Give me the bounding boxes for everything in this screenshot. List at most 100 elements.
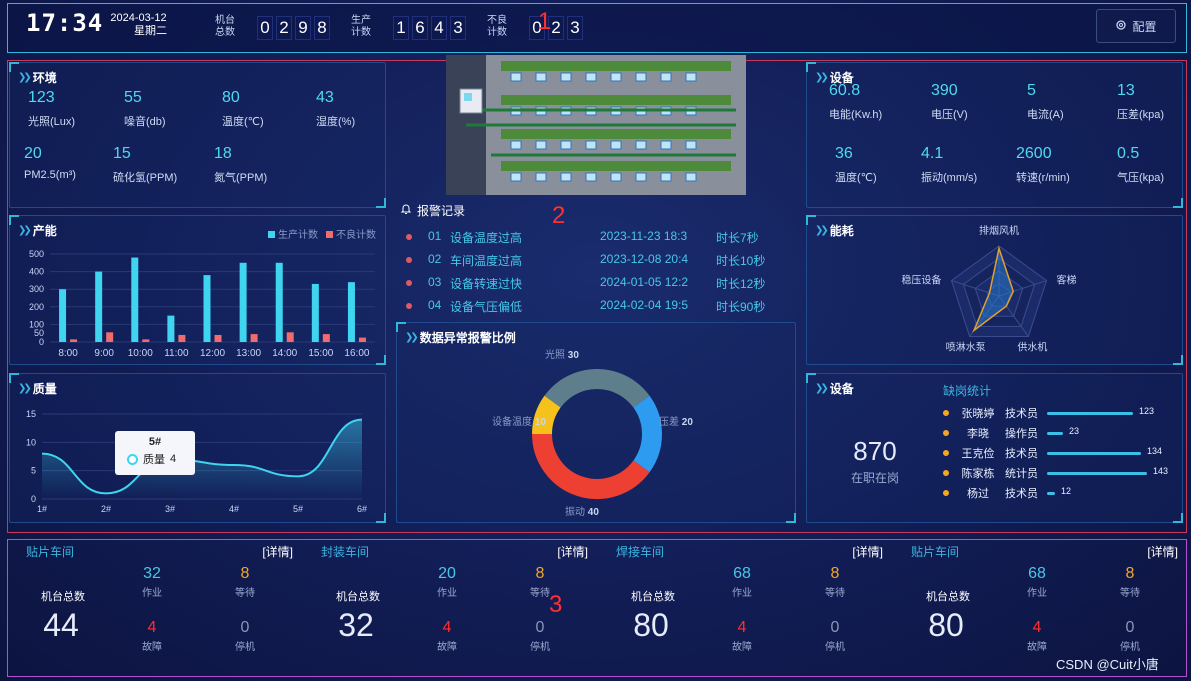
staff-row[interactable]: 李晓 操作员 23 xyxy=(943,425,1183,443)
alarm-row[interactable]: 04 设备气压偏低 2024-02-04 19:5 时长90秒 xyxy=(396,298,796,318)
legend-production[interactable]: 生产计数 xyxy=(268,226,318,241)
staff-row[interactable]: 王克俭 技术员 134 xyxy=(943,445,1183,463)
alarm-row[interactable]: 03 设备转速过快 2024-01-05 12:2 时长12秒 xyxy=(396,275,796,295)
staff-row[interactable]: 张晓婷 技术员 123 xyxy=(943,405,1183,423)
staff-title: ❯❯ 设备 xyxy=(815,380,854,397)
radar-axis-label: 供水机 xyxy=(1017,340,1047,353)
alarm-duration: 时长90秒 xyxy=(716,300,766,314)
machine-total-label: 机台 总数 xyxy=(215,15,235,39)
alarm-time: 2023-11-23 18:3 xyxy=(600,229,688,243)
bar-production xyxy=(59,289,67,342)
series-dot-icon xyxy=(127,453,138,465)
x-tick-label: 1# xyxy=(37,504,47,514)
alarm-time: 2024-01-05 12:2 xyxy=(600,275,689,289)
workshop-name: 贴片车间 xyxy=(26,545,75,559)
weekday: 星期二 xyxy=(134,25,167,37)
tooltip-row: 质量 4 xyxy=(127,451,195,467)
defect-label-line2: 计数 xyxy=(487,27,507,38)
equipment-title-text: 设备 xyxy=(829,71,854,85)
workshop-detail-link[interactable]: [详情] xyxy=(262,545,293,559)
annotation-box-3 xyxy=(7,539,1187,677)
bar-defect xyxy=(178,334,186,342)
workshop-detail-link[interactable]: [详情] xyxy=(557,545,588,559)
alarm-text: 设备气压偏低 xyxy=(450,300,523,314)
staff-dot-icon xyxy=(943,470,949,476)
wait-value: 8 xyxy=(240,565,250,582)
alarm-records-section: 报警记录 2 01 设备温度过高 2023-11-23 18:3 时长7秒 02… xyxy=(396,200,800,318)
defect-label-line1: 不良 xyxy=(487,15,507,26)
staff-name: 王克俭 xyxy=(961,448,995,460)
staff-row[interactable]: 杨过 技术员 12 xyxy=(943,485,1183,503)
equipment-panel: ❯❯ 设备 60.8 电能(Kw.h) 390 电压(V) 5 电流(A) 13… xyxy=(806,62,1183,208)
energy-title-text: 能耗 xyxy=(829,224,854,238)
staff-row[interactable]: 陈家栋 统计员 143 xyxy=(943,465,1183,483)
env-metric: 15 硫化氢(PPM) xyxy=(113,145,177,185)
staff-count: 12 xyxy=(1061,486,1072,496)
alarm-row[interactable]: 02 车间温度过高 2023-12-08 20:4 时长10秒 xyxy=(396,252,796,272)
workshop-card: 封装车间 [详情] 机台总数 32 20 作业 8 等待 4 故障 0 停机 xyxy=(303,541,598,675)
environment-title-text: 环境 xyxy=(32,71,57,85)
work-label: 作业 xyxy=(142,588,162,599)
work-label: 作业 xyxy=(732,588,752,599)
slice-label-value: 20 xyxy=(682,417,694,428)
env-value: 123 xyxy=(28,89,55,106)
digit: 0 xyxy=(257,16,273,40)
env-value: 20 xyxy=(24,145,42,162)
idle-label: 停机 xyxy=(530,642,550,653)
bar-defect xyxy=(358,337,366,342)
equipment-title: ❯❯ 设备 xyxy=(815,69,854,86)
env-value: 43 xyxy=(316,89,334,106)
digit: 0 xyxy=(529,16,545,40)
factory-3d-image xyxy=(446,55,746,195)
donut-slice xyxy=(532,395,561,435)
x-tick-label: 8:00 xyxy=(58,348,78,359)
digit: 2 xyxy=(276,16,292,40)
env-label: 温度(℃) xyxy=(222,116,264,128)
slice-label: 压差 20 xyxy=(659,415,693,428)
wait-label: 等待 xyxy=(235,588,255,599)
watermark: CSDN @Cuit小唐 xyxy=(1056,657,1159,672)
env-metric: 43 湿度(%) xyxy=(316,89,355,129)
tooltip-title: 5# xyxy=(148,436,162,448)
equip-metric: 4.1 振动(mm/s) xyxy=(921,145,977,185)
env-metric: 18 氮气(PPM) xyxy=(214,145,267,185)
staff-dot-icon xyxy=(943,430,949,436)
staff-name: 杨过 xyxy=(967,488,989,500)
slice-label-name: 压差 xyxy=(659,415,682,428)
bar-production xyxy=(239,262,247,342)
alarm-index: 03 xyxy=(428,275,442,289)
header-bar xyxy=(7,3,1187,53)
idle-label: 停机 xyxy=(1120,642,1140,653)
wait-value: 8 xyxy=(1125,565,1135,582)
equip-label: 振动(mm/s) xyxy=(921,172,978,184)
workshop-stat-work: 68 作业 xyxy=(1017,565,1057,599)
capacity-legend: 生产计数 不良计数 xyxy=(268,226,376,241)
equip-label: 转速(r/min) xyxy=(1016,172,1070,184)
workshop-card: 贴片车间 [详情] 机台总数 44 32 作业 8 等待 4 故障 0 停机 xyxy=(8,541,303,675)
fault-value: 4 xyxy=(147,619,157,636)
idle-value: 0 xyxy=(1125,619,1135,636)
bar-defect xyxy=(214,334,222,342)
legend-defect[interactable]: 不良计数 xyxy=(326,226,376,241)
capacity-title: ❯❯ 产能 xyxy=(18,222,57,239)
wait-label: 等待 xyxy=(1120,588,1140,599)
workshop-detail-link[interactable]: [详情] xyxy=(1147,545,1178,559)
x-tick-label: 12:00 xyxy=(200,348,225,359)
defect-count-label: 不良 计数 xyxy=(487,15,507,39)
alarm-row[interactable]: 01 设备温度过高 2023-11-23 18:3 时长7秒 xyxy=(396,229,796,249)
bar-defect xyxy=(106,332,114,342)
staff-dot-icon xyxy=(943,410,949,416)
bar-production xyxy=(131,257,139,342)
env-label: 湿度(%) xyxy=(316,116,356,128)
y-tick-label: 0 xyxy=(31,494,36,504)
wait-label: 等待 xyxy=(825,588,845,599)
fault-label: 故障 xyxy=(142,642,162,653)
factory-illustration xyxy=(446,55,746,195)
workshop-detail-link[interactable]: [详情] xyxy=(852,545,883,559)
staff-name: 张晓婷 xyxy=(961,408,995,420)
y-tick-label: 15 xyxy=(26,409,36,419)
x-tick-label: 10:00 xyxy=(128,348,153,359)
config-button[interactable]: 配置 xyxy=(1096,9,1176,43)
x-tick-label: 6# xyxy=(357,504,367,514)
env-metric: 20 PM2.5(m³) xyxy=(24,145,76,181)
